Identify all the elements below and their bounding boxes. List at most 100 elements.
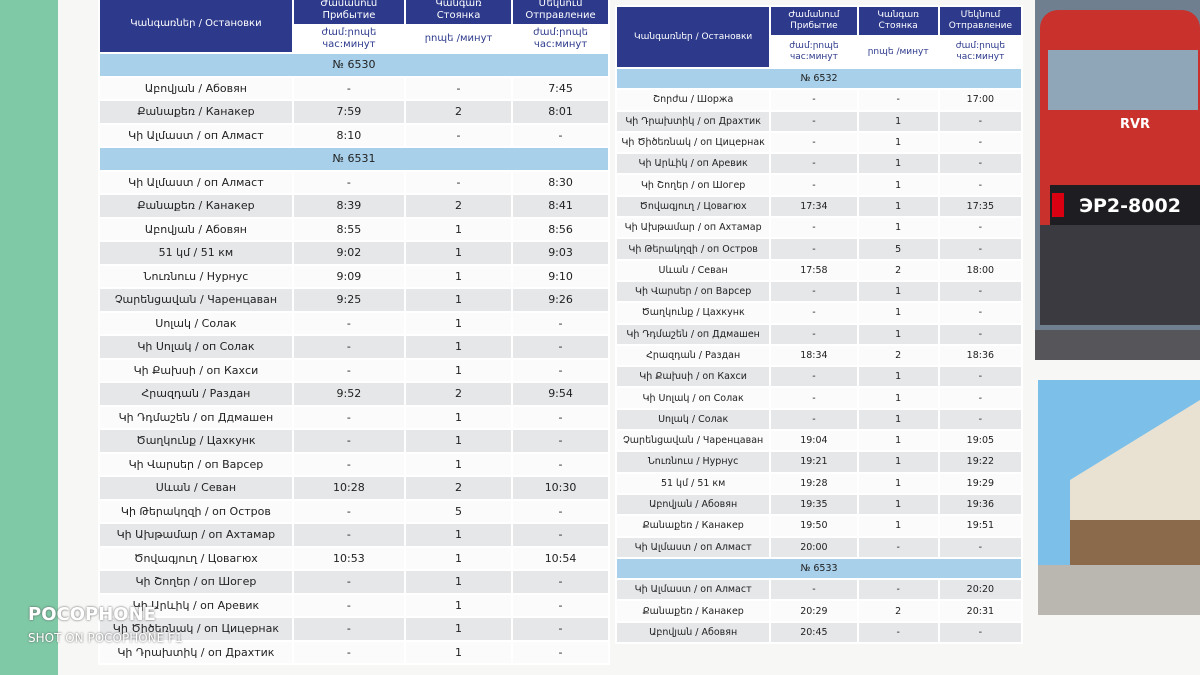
time-cell: - — [769, 152, 859, 176]
time-cell: - — [769, 88, 859, 112]
time-cell: 1 — [856, 322, 940, 346]
cell-line: Կանգառներ / Остановки — [634, 31, 753, 42]
stop-row: Քանաքեռ / Канакер 7:59 2 8:01 — [98, 99, 610, 125]
stop-name: Հրազդան / Раздан — [614, 343, 772, 368]
stop-row: Սևան / Севан 10:28 2 10:30 — [98, 475, 610, 501]
time-cell: - — [291, 357, 406, 383]
stop-row: Սևան / Севан 17:58 2 18:00 — [614, 258, 1024, 282]
cell-line: րոպե /минут — [867, 46, 929, 57]
time-cell: - — [856, 535, 940, 559]
time-cell: - — [769, 130, 859, 155]
header-cell: Կանգառ Стоянка — [403, 0, 514, 26]
time-cell: - — [937, 173, 1024, 197]
time-cell: 7:45 — [511, 75, 610, 101]
time-cell: 18:00 — [937, 258, 1024, 282]
time-cell: 1 — [403, 263, 514, 289]
train-row: № 6533 — [615, 556, 1023, 581]
time-cell: - — [769, 237, 859, 261]
stop-name: Կի Ալմաստ / оп Алмаст — [98, 122, 294, 148]
stop-name: 51 կմ / 51 км — [98, 240, 294, 266]
header-row: Կանգառներ / Остановки Ժամանում Прибытие Կան… — [614, 5, 1024, 69]
stop-name: Կի Դրախտիկ / оп Драхтик — [98, 639, 294, 665]
time-cell: - — [511, 616, 610, 642]
stop-name: Կի Դդմաշեն / оп Ддмашен — [614, 322, 772, 346]
stop-name: Կի Շողեր / оп Шогер — [98, 569, 294, 595]
time-cell: - — [291, 522, 406, 548]
train-row: № 6532 — [615, 66, 1023, 91]
subheader-row: ժամ:րոպե час:минут րոպե /минут ժամ:րոպե час:… — [616, 35, 1024, 69]
time-cell: 10:53 — [291, 545, 406, 571]
stop-row: Կի Ախթամար / оп Ахтамар -1- — [98, 522, 610, 548]
time-cell: - — [769, 173, 859, 197]
stop-row: Շորժա / Шоржа - -17:00 — [614, 88, 1024, 112]
time-cell: 8:41 — [511, 193, 610, 219]
time-cell: 9:25 — [291, 287, 406, 313]
stop-name: Աբովյան / Абовян — [98, 75, 294, 101]
time-cell: 19:05 — [937, 429, 1024, 453]
stop-row: Չարենցավան / Чаренцаван 9:25 1 9:26 — [98, 287, 610, 313]
time-cell: - — [511, 639, 610, 665]
header-cell: Կանգառ Стоянка — [856, 5, 940, 37]
time-cell: 5 — [856, 237, 940, 261]
stop-name: Կի Արևիկ / оп Аревик — [98, 592, 294, 618]
time-cell: - — [291, 310, 406, 336]
time-cell: 20:29 — [769, 599, 859, 623]
time-cell: 1 — [856, 152, 940, 176]
time-cell: 19:35 — [769, 492, 859, 517]
time-cell: 1 — [856, 365, 940, 389]
time-cell: 9:09 — [291, 263, 406, 289]
stop-row: Կի Սոլակ / оп Солак -1- — [98, 334, 610, 360]
time-cell: - — [403, 169, 514, 195]
stop-row: Ծովագյուղ / Цовагюх 17:34 1 17:35 — [614, 194, 1024, 219]
timetable: Կանգառներ / Остановки Ժամանում Прибытие Կան… — [614, 5, 1024, 645]
time-cell: 19:21 — [769, 450, 859, 474]
time-cell: 19:04 — [769, 429, 859, 453]
time-cell: - — [769, 386, 859, 410]
time-cell: - — [511, 122, 610, 148]
stop-name: 51 կմ / 51 км — [614, 471, 772, 495]
time-cell: 2 — [403, 99, 514, 125]
stop-name: Կի Սոլակ / оп Солак — [98, 334, 294, 360]
stop-row: Աբովյան / Абовян 20:45- - — [614, 620, 1024, 645]
cell-line: ժամ:րոպե — [789, 41, 839, 51]
time-cell: - — [291, 334, 406, 360]
time-cell: 9:54 — [511, 381, 610, 407]
subheader-cell: ժամ:րոպե час:минут — [769, 35, 859, 69]
time-cell: 1 — [856, 109, 940, 133]
stop-name: Նուռնուս / Нурнус — [614, 450, 772, 474]
time-cell: 7:59 — [291, 99, 406, 125]
time-cell: - — [291, 75, 406, 101]
cell-line: час:минут — [789, 52, 838, 62]
time-cell: 1 — [856, 471, 940, 495]
time-cell: 8:55 — [291, 216, 406, 242]
stop-name: Ծաղկունք / Цахкунк — [614, 301, 772, 325]
time-cell: 2 — [403, 193, 514, 219]
time-cell: 19:29 — [937, 471, 1024, 495]
time-cell: 18:36 — [937, 343, 1024, 368]
time-cell: 1 — [856, 386, 940, 410]
time-cell: 1 — [856, 450, 940, 474]
cell-line: Կանգառներ / Остановки — [130, 18, 262, 29]
time-cell: - — [856, 620, 940, 645]
cell-line: Մեկնում — [538, 0, 583, 9]
time-cell: - — [769, 322, 859, 346]
time-cell: - — [769, 301, 859, 325]
stop-name: Ծաղկունք / Цахкунк — [98, 428, 294, 454]
time-cell: 2 — [856, 258, 940, 282]
stop-row: Կի Քախսի / оп Кахси -1- — [614, 365, 1024, 389]
stop-row: 51 կմ / 51 км 19:28 1 19:29 — [614, 471, 1024, 495]
time-cell: 1 — [403, 334, 514, 360]
stop-row: Կի Ալմաստ / оп Алмаст - -20:20 — [614, 578, 1024, 602]
time-cell: 17:00 — [937, 88, 1024, 112]
cell-line: Отправление — [948, 21, 1013, 31]
time-cell: - — [769, 216, 859, 240]
time-cell: 2 — [856, 343, 940, 368]
time-cell: 1 — [403, 592, 514, 618]
time-cell: 9:10 — [511, 263, 610, 289]
time-cell: - — [511, 522, 610, 548]
stop-row: Կի Դրախտիկ / оп Драхтик -1- — [98, 639, 610, 665]
stop-row: Քանաքեռ / Канакер 19:50 1 19:51 — [614, 514, 1024, 538]
stop-name: Նուռնուս / Нурнус — [98, 263, 294, 289]
time-cell: 1 — [403, 357, 514, 383]
